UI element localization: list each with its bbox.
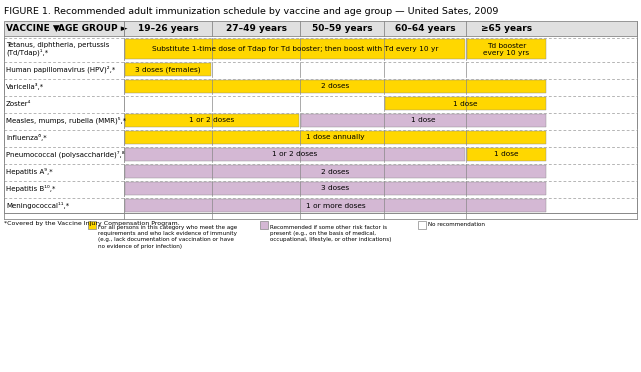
FancyBboxPatch shape (4, 96, 124, 111)
Text: Pneumococcal (polysaccharide)⁷,⁸: Pneumococcal (polysaccharide)⁷,⁸ (6, 151, 124, 158)
Text: 19–26 years: 19–26 years (138, 24, 198, 33)
FancyBboxPatch shape (125, 131, 546, 144)
FancyBboxPatch shape (4, 181, 124, 196)
Text: Meningococcal¹¹,*: Meningococcal¹¹,* (6, 202, 69, 209)
Text: 2 doses: 2 doses (321, 83, 349, 90)
FancyBboxPatch shape (4, 38, 124, 60)
FancyBboxPatch shape (467, 39, 546, 59)
Text: 1 or 2 doses: 1 or 2 doses (189, 118, 235, 124)
Text: 50–59 years: 50–59 years (312, 24, 372, 33)
Text: VACCINE ▼: VACCINE ▼ (6, 24, 60, 33)
FancyBboxPatch shape (125, 39, 465, 59)
Text: 1 or 2 doses: 1 or 2 doses (272, 151, 318, 157)
FancyBboxPatch shape (125, 63, 211, 76)
Text: 27–49 years: 27–49 years (226, 24, 287, 33)
FancyBboxPatch shape (466, 62, 547, 77)
Text: 1 dose: 1 dose (412, 118, 436, 124)
FancyBboxPatch shape (4, 147, 124, 162)
Text: Measles, mumps, rubella (MMR)⁵,*: Measles, mumps, rubella (MMR)⁵,* (6, 117, 126, 124)
FancyBboxPatch shape (4, 21, 637, 36)
FancyBboxPatch shape (124, 96, 212, 111)
Text: Human papillomavirus (HPV)²,*: Human papillomavirus (HPV)²,* (6, 66, 115, 73)
Text: Zoster⁴: Zoster⁴ (6, 100, 31, 106)
Text: 1 dose: 1 dose (494, 151, 519, 157)
Text: Hepatitis B¹⁰,*: Hepatitis B¹⁰,* (6, 185, 55, 192)
FancyBboxPatch shape (212, 62, 300, 77)
FancyBboxPatch shape (125, 114, 299, 127)
FancyBboxPatch shape (4, 198, 124, 213)
FancyBboxPatch shape (385, 97, 546, 110)
Text: No recommendation: No recommendation (428, 222, 485, 228)
FancyBboxPatch shape (125, 165, 546, 178)
FancyBboxPatch shape (125, 148, 465, 161)
FancyBboxPatch shape (125, 199, 546, 212)
Text: Influenza⁶,*: Influenza⁶,* (6, 134, 47, 141)
Text: Td booster
every 10 yrs: Td booster every 10 yrs (483, 42, 529, 55)
Text: 1 or more doses: 1 or more doses (306, 202, 365, 208)
FancyBboxPatch shape (4, 79, 124, 94)
Text: ≥65 years: ≥65 years (481, 24, 532, 33)
FancyBboxPatch shape (467, 148, 546, 161)
FancyBboxPatch shape (384, 62, 466, 77)
Text: FIGURE 1. Recommended adult immunization schedule by vaccine and age group — Uni: FIGURE 1. Recommended adult immunization… (4, 7, 498, 16)
FancyBboxPatch shape (4, 62, 124, 77)
FancyBboxPatch shape (125, 182, 546, 195)
Text: Varicella³,*: Varicella³,* (6, 83, 44, 90)
FancyBboxPatch shape (260, 221, 268, 229)
Text: 60–64 years: 60–64 years (395, 24, 455, 33)
Text: 3 doses: 3 doses (321, 186, 349, 192)
Text: Tetanus, diphtheria, pertussis
(Td/Tdap)¹,*: Tetanus, diphtheria, pertussis (Td/Tdap)… (6, 42, 110, 56)
Text: *Covered by the Vaccine Injury Compensation Program.: *Covered by the Vaccine Injury Compensat… (4, 221, 179, 226)
Text: For all persons in this category who meet the age
requirements and who lack evid: For all persons in this category who mee… (98, 225, 237, 248)
FancyBboxPatch shape (418, 221, 426, 229)
FancyBboxPatch shape (4, 130, 124, 145)
FancyBboxPatch shape (301, 114, 546, 127)
Text: 3 doses (females): 3 doses (females) (135, 66, 201, 73)
FancyBboxPatch shape (88, 221, 96, 229)
Text: 1 dose: 1 dose (453, 100, 478, 106)
FancyBboxPatch shape (212, 96, 300, 111)
FancyBboxPatch shape (4, 164, 124, 179)
FancyBboxPatch shape (4, 113, 124, 128)
Text: 1 dose annually: 1 dose annually (306, 135, 365, 141)
Text: Substitute 1-time dose of Tdap for Td booster; then boost with Td every 10 yr: Substitute 1-time dose of Tdap for Td bo… (152, 46, 438, 52)
Text: 2 doses: 2 doses (321, 169, 349, 174)
Text: AGE GROUP ►: AGE GROUP ► (58, 24, 128, 33)
FancyBboxPatch shape (300, 96, 384, 111)
FancyBboxPatch shape (125, 80, 546, 93)
Text: Recommended if some other risk factor is
present (e.g., on the basis of medical,: Recommended if some other risk factor is… (270, 225, 392, 243)
Text: Hepatitis A⁹,*: Hepatitis A⁹,* (6, 168, 53, 175)
FancyBboxPatch shape (300, 62, 384, 77)
